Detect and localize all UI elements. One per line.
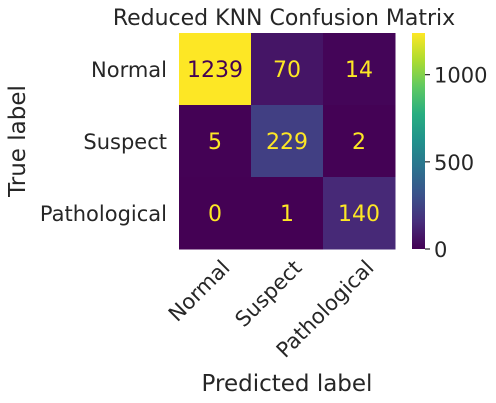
y-tick-label: Normal xyxy=(91,58,167,82)
cell-value-label: 5 xyxy=(208,130,222,155)
heatmap-cells: 1239 70 14 5 229 2 0 1 140 xyxy=(179,33,396,250)
y-tick-label: Suspect xyxy=(83,130,167,154)
x-tick-label: Normal xyxy=(164,256,235,327)
heatmap-cell xyxy=(251,33,324,106)
colorbar xyxy=(412,33,425,249)
x-tick-label: Suspect xyxy=(230,256,306,332)
cell-value-label: 70 xyxy=(273,58,301,83)
cell-value-label: 1 xyxy=(280,202,294,227)
heatmap-cell xyxy=(323,105,396,178)
heatmap-cell xyxy=(323,33,396,106)
cell-value-label: 2 xyxy=(352,130,366,155)
y-tick-label: Pathological xyxy=(40,202,167,226)
cell-value-label: 1239 xyxy=(187,58,243,83)
colorbar-tick-label: 1000 xyxy=(434,64,487,88)
y-tick-labels: Normal Suspect Pathological xyxy=(40,58,167,226)
cell-value-label: 229 xyxy=(266,130,308,155)
cell-value-label: 0 xyxy=(208,202,222,227)
x-axis-label: Predicted label xyxy=(202,371,373,397)
cell-value-label: 14 xyxy=(345,58,373,83)
heatmap-cell xyxy=(179,105,252,178)
heatmap-cell xyxy=(179,177,252,250)
heatmap-cell xyxy=(323,177,396,250)
colorbar-tick-label: 0 xyxy=(434,238,447,262)
heatmap-cell xyxy=(251,177,324,250)
cell-value-label: 140 xyxy=(338,202,380,227)
heatmap-cell xyxy=(179,33,252,106)
colorbar-ticks: 0 500 1000 xyxy=(425,64,487,262)
colorbar-tick-label: 500 xyxy=(434,151,474,175)
heatmap-cell xyxy=(251,105,324,178)
chart-title: Reduced KNN Confusion Matrix xyxy=(113,6,455,31)
y-axis-label: True label xyxy=(5,85,31,198)
